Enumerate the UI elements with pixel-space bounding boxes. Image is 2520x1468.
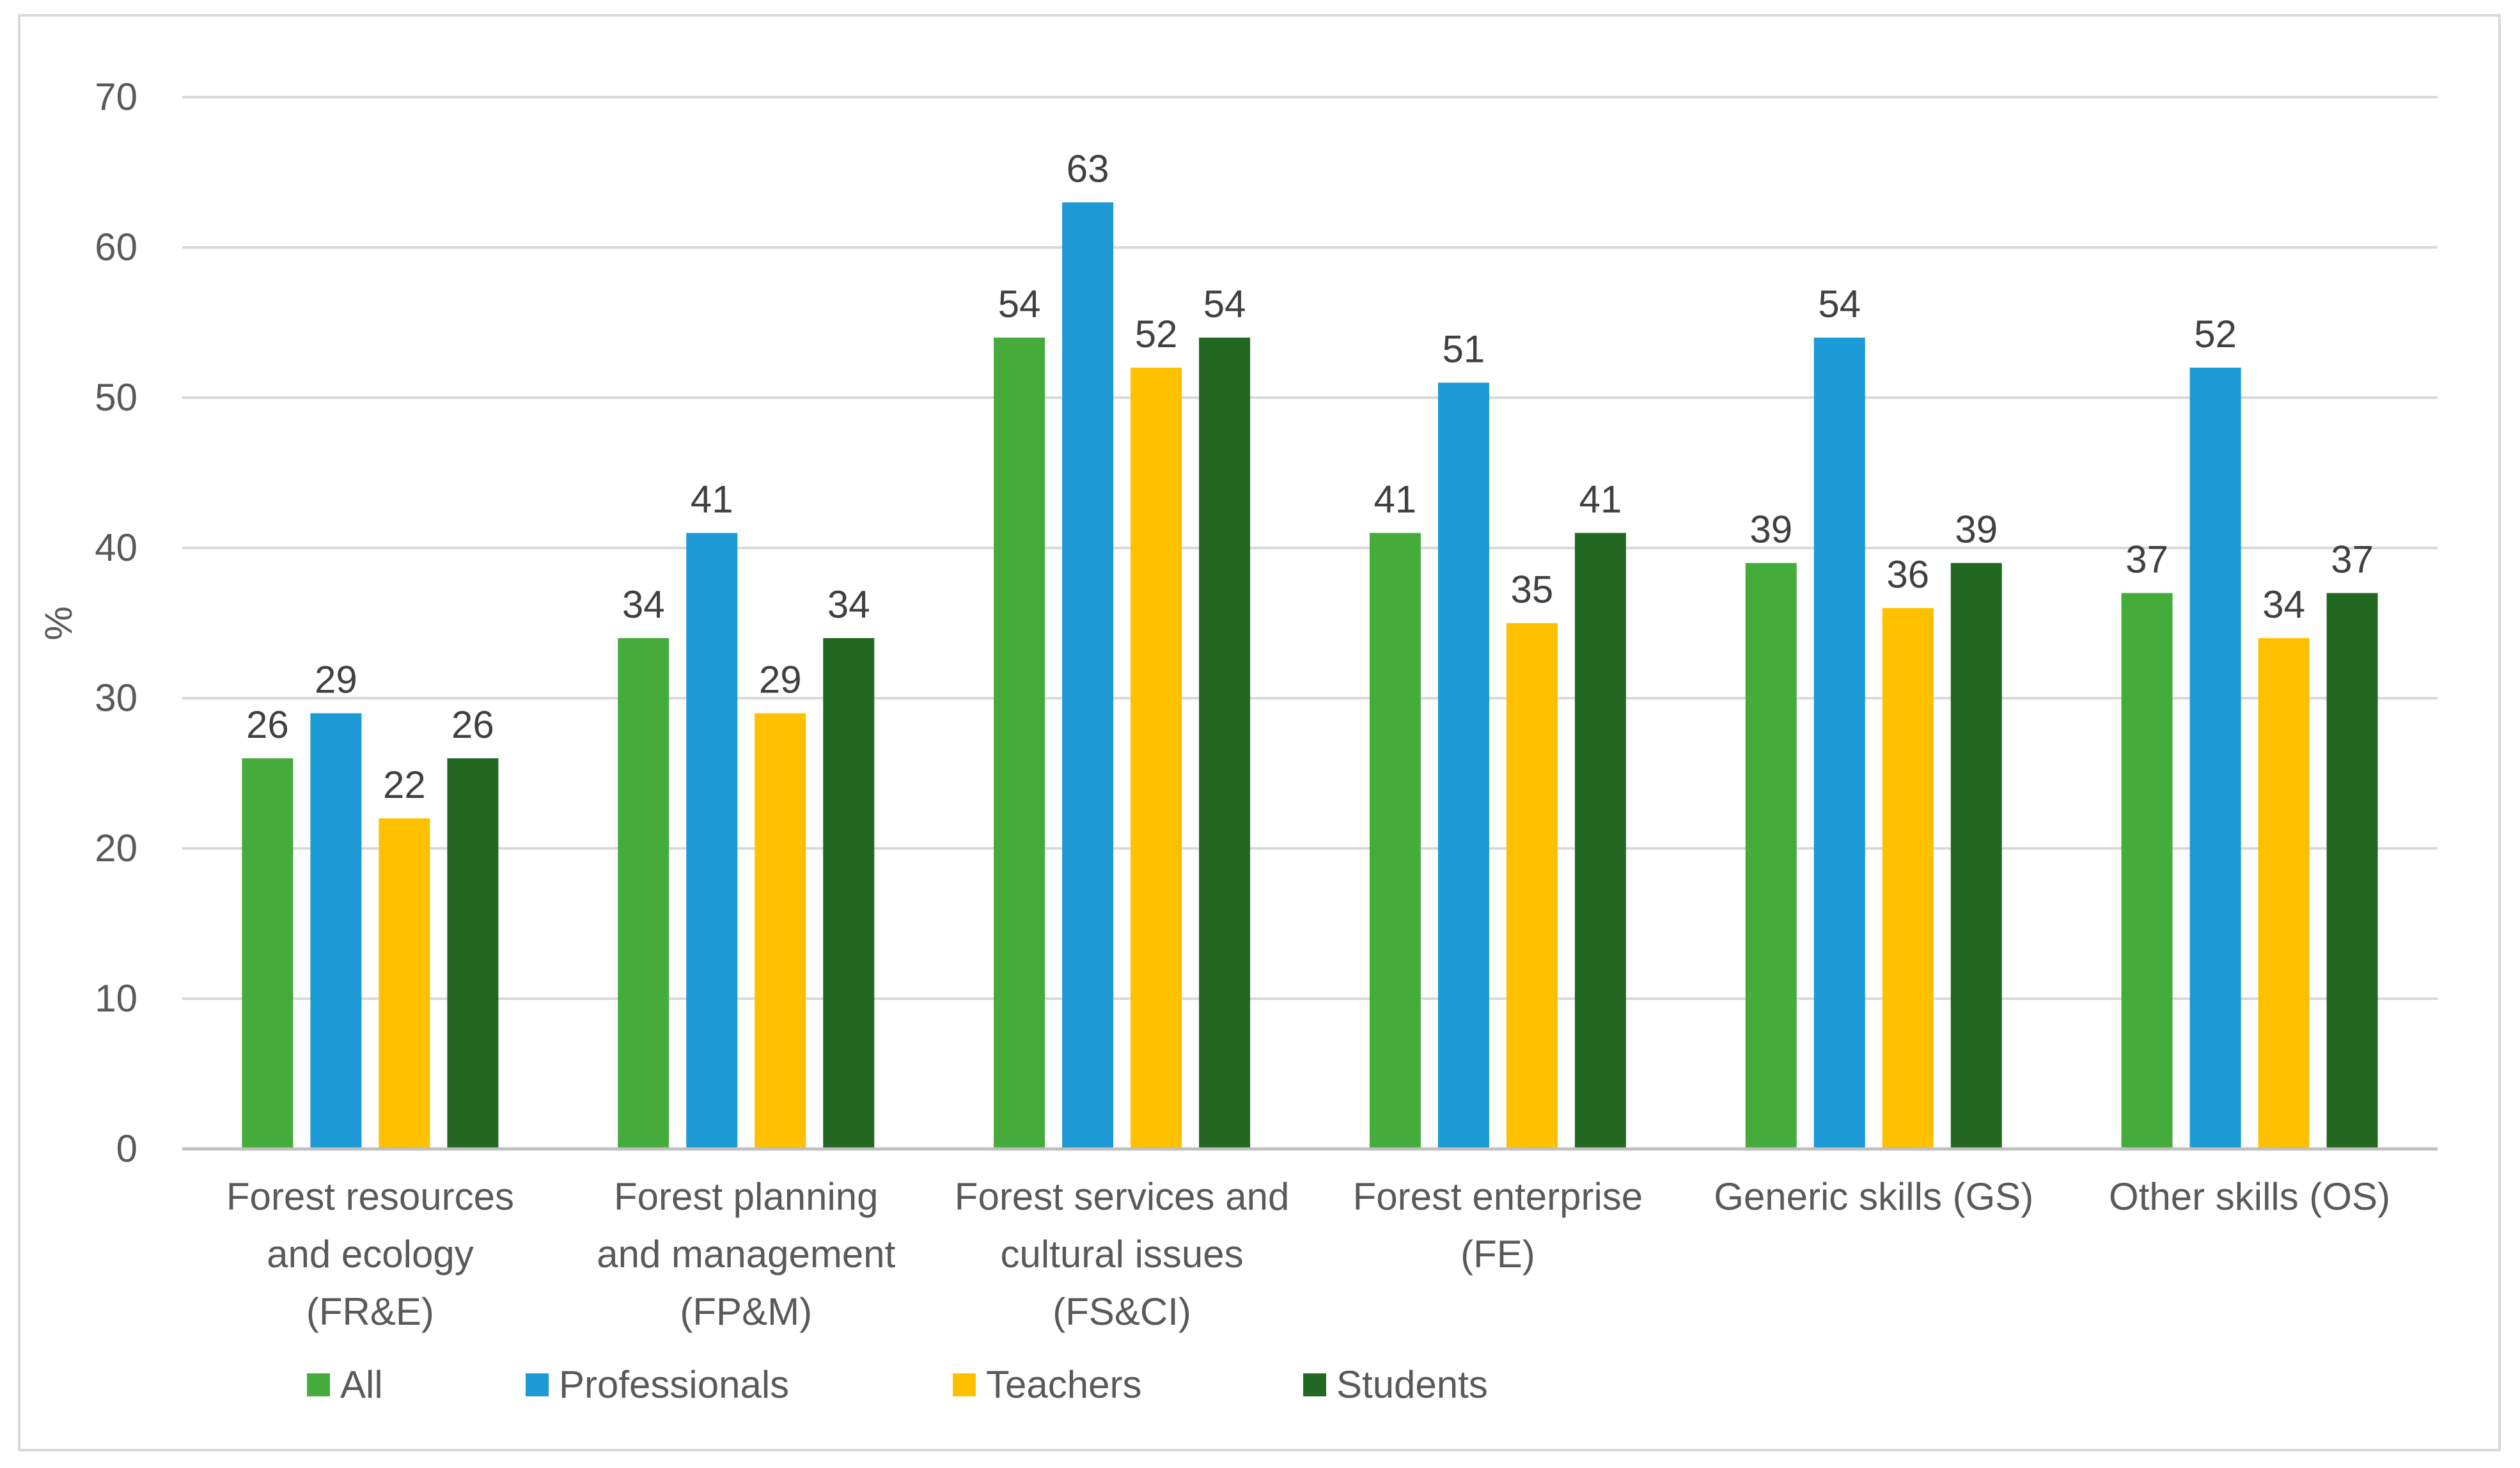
x-category-label-5: Other skills (OS) <box>2109 1175 2390 1218</box>
data-label-all-2: 54 <box>998 283 1041 325</box>
data-label-all-0: 26 <box>246 703 289 746</box>
bar-teachers-2 <box>1131 368 1182 1149</box>
x-category-label-0: Forest resources and ecology (FR&E) <box>226 1175 514 1333</box>
bar-professionals-4 <box>1813 338 1865 1149</box>
legend-label-students: Students <box>1336 1363 1488 1406</box>
y-tick-label-70: 70 <box>95 75 137 118</box>
bar-all-5 <box>2121 593 2173 1149</box>
bar-teachers-1 <box>755 713 806 1149</box>
x-category-line: (FR&E) <box>306 1290 434 1333</box>
bar-all-1 <box>618 638 669 1149</box>
x-category-line: Forest resources <box>226 1175 514 1218</box>
data-label-students-0: 26 <box>451 703 494 746</box>
data-label-all-5: 37 <box>2125 538 2168 581</box>
x-category-line: Forest services and <box>955 1175 1290 1218</box>
legend-swatch-teachers <box>953 1373 976 1396</box>
bar-teachers-4 <box>1882 608 1934 1149</box>
x-category-label-4: Generic skills (GS) <box>1714 1175 2033 1218</box>
data-label-students-4: 39 <box>1955 508 1998 551</box>
bar-all-4 <box>1745 563 1797 1149</box>
data-label-teachers-4: 36 <box>1886 553 1929 596</box>
data-label-teachers-1: 29 <box>759 659 802 701</box>
data-labels: 26 29 22 26 34 41 29 34 54 63 52 54 41 51 35 41 39 54 36 39… <box>246 148 2374 807</box>
bar-professionals-0 <box>310 713 362 1149</box>
bar-professionals-1 <box>686 533 738 1149</box>
data-label-teachers-3: 35 <box>1511 568 1554 611</box>
x-category-line: (FS&CI) <box>1053 1290 1191 1333</box>
legend-swatch-professionals <box>526 1373 549 1396</box>
bar-professionals-3 <box>1437 382 1489 1149</box>
y-tick-label-10: 10 <box>95 977 137 1020</box>
data-label-teachers-0: 22 <box>383 763 426 806</box>
y-tick-label-40: 40 <box>95 526 137 569</box>
data-label-professionals-2: 63 <box>1067 148 1109 191</box>
bar-all-3 <box>1369 533 1421 1149</box>
y-tick-label-30: 30 <box>95 676 137 719</box>
bar-teachers-5 <box>2258 638 2310 1149</box>
x-axis-categories: Forest resources and ecology (FR&E)Forest … <box>226 1175 2390 1333</box>
data-label-students-1: 34 <box>827 583 870 626</box>
gridlines <box>182 96 2438 1000</box>
bar-all-2 <box>994 338 1045 1149</box>
x-category-label-1: Forest planning and management (FP&M) <box>597 1175 895 1333</box>
data-label-all-1: 34 <box>622 583 665 626</box>
x-category-line: Forest planning <box>614 1175 879 1218</box>
x-category-line: and ecology <box>267 1233 474 1276</box>
y-tick-label-20: 20 <box>95 827 137 870</box>
legend-swatch-students <box>1303 1373 1326 1396</box>
x-category-line: (FP&M) <box>680 1290 812 1333</box>
data-label-professionals-0: 29 <box>315 659 357 701</box>
legend: All Professionals Teachers Students <box>307 1363 1488 1406</box>
data-label-professionals-5: 52 <box>2194 313 2237 355</box>
legend-label-professionals: Professionals <box>559 1363 789 1406</box>
legend-label-teachers: Teachers <box>986 1363 1141 1406</box>
x-category-line: Other skills (OS) <box>2109 1175 2390 1218</box>
legend-swatch-all <box>307 1373 330 1396</box>
data-label-all-4: 39 <box>1749 508 1792 551</box>
bar-students-1 <box>823 638 875 1149</box>
bar-professionals-2 <box>1062 202 1114 1149</box>
x-category-line: (FE) <box>1460 1233 1535 1276</box>
y-tick-label-50: 50 <box>95 376 137 419</box>
bar-students-3 <box>1574 533 1626 1149</box>
y-tick-label-0: 0 <box>116 1127 137 1170</box>
data-label-teachers-2: 52 <box>1135 313 1178 355</box>
x-category-line: Generic skills (GS) <box>1714 1175 2033 1218</box>
data-label-all-3: 41 <box>1374 478 1417 521</box>
bar-all-0 <box>242 758 293 1149</box>
data-label-students-3: 41 <box>1579 478 1622 521</box>
data-label-teachers-5: 34 <box>2262 583 2305 626</box>
bar-students-0 <box>447 758 499 1149</box>
x-category-label-2: Forest services and cultural issues (FS&CI… <box>955 1175 1290 1333</box>
data-label-professionals-4: 54 <box>1818 283 1861 325</box>
x-category-line: Forest enterprise <box>1353 1175 1643 1218</box>
y-axis-ticks: 0 10 20 30 40 50 60 70 <box>95 75 137 1170</box>
chart-frame <box>18 14 2501 1451</box>
bar-professionals-5 <box>2189 368 2241 1149</box>
bars <box>242 202 2378 1149</box>
x-category-label-3: Forest enterprise (FE) <box>1353 1175 1643 1276</box>
bar-students-5 <box>2326 593 2378 1149</box>
legend-label-all: All <box>340 1363 383 1406</box>
x-category-line: cultural issues <box>1001 1233 1244 1276</box>
data-label-students-2: 54 <box>1203 283 1246 325</box>
bar-teachers-3 <box>1506 623 1558 1149</box>
y-tick-label-60: 60 <box>95 226 137 269</box>
data-label-students-5: 37 <box>2331 538 2374 581</box>
data-label-professionals-3: 51 <box>1443 328 1485 371</box>
y-axis-title: % <box>37 606 80 640</box>
bar-students-4 <box>1950 563 2002 1149</box>
x-category-line: and management <box>597 1233 895 1276</box>
data-label-professionals-1: 41 <box>691 478 733 521</box>
bar-teachers-0 <box>379 818 430 1149</box>
bar-students-2 <box>1199 338 1251 1149</box>
